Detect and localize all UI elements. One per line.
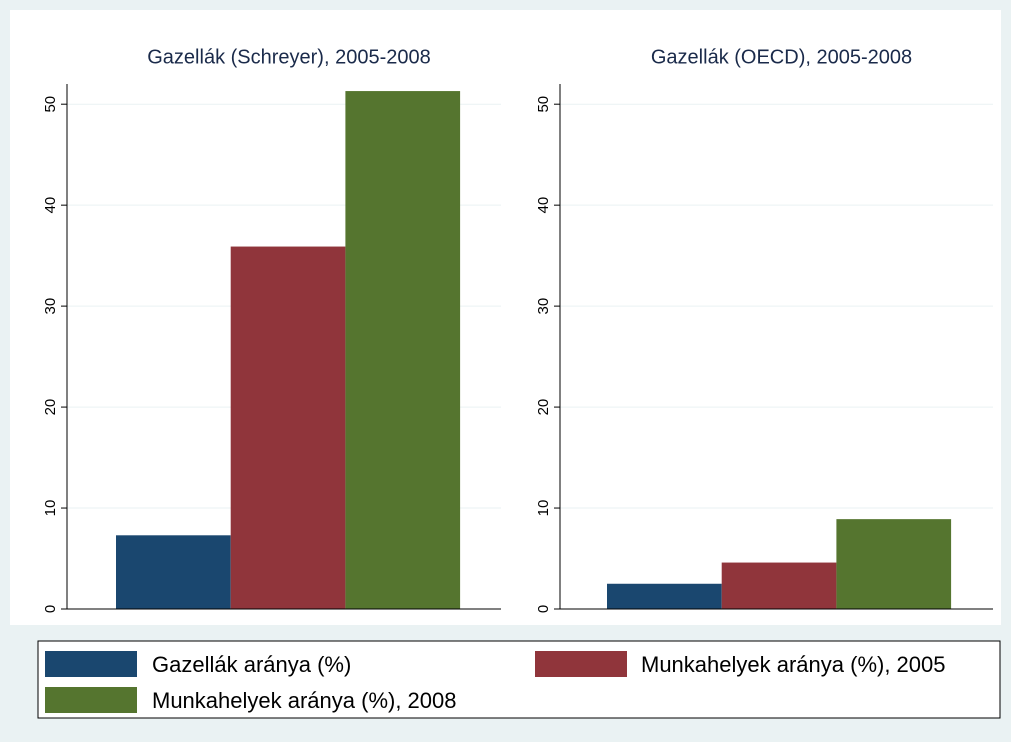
bar: [836, 519, 952, 609]
y-tick-label: 10: [535, 500, 552, 517]
y-tick-label: 50: [535, 96, 552, 113]
bar: [116, 535, 231, 609]
bar: [721, 562, 837, 609]
legend-swatch: [45, 687, 137, 713]
y-tick-label: 0: [535, 605, 552, 613]
y-tick-label: 40: [535, 197, 552, 214]
y-tick-label: 50: [42, 96, 59, 113]
bar: [607, 583, 722, 609]
y-tick-label: 10: [42, 500, 59, 517]
y-tick-label: 30: [42, 298, 59, 315]
legend-box: [37, 640, 1001, 719]
y-tick-label: 30: [535, 298, 552, 315]
bar: [345, 91, 461, 609]
y-tick-label: 40: [42, 197, 59, 214]
legend-label: Munkahelyek aránya (%), 2008: [152, 688, 457, 713]
y-tick-label: 20: [42, 399, 59, 416]
panel-title: Gazellák (OECD), 2005-2008: [651, 46, 912, 68]
legend-label: Gazellák aránya (%): [152, 652, 351, 677]
plot-background: [10, 10, 1001, 625]
legend-label: Munkahelyek aránya (%), 2005: [641, 652, 946, 677]
bar: [230, 246, 346, 609]
y-tick-label: 20: [535, 399, 552, 416]
panel-title: Gazellák (Schreyer), 2005-2008: [147, 46, 430, 68]
y-tick-label: 0: [42, 605, 59, 613]
legend-swatch: [535, 651, 627, 677]
legend-swatch: [45, 651, 137, 677]
